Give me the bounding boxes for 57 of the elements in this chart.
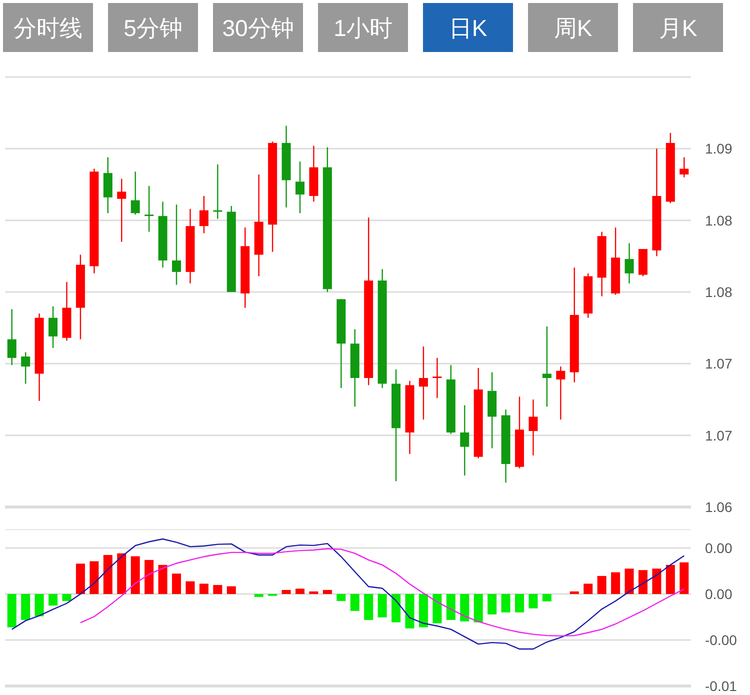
bar — [392, 594, 401, 622]
y-tick-label: 1.07 — [705, 427, 732, 444]
bar — [638, 570, 648, 594]
bar — [336, 594, 346, 601]
bar — [418, 594, 428, 628]
bar — [7, 594, 16, 628]
bar — [90, 561, 99, 594]
bar — [172, 574, 181, 594]
bar — [460, 594, 470, 622]
bar — [282, 590, 291, 594]
bar — [611, 572, 620, 594]
bar — [515, 594, 524, 612]
bar — [432, 594, 442, 624]
y-tick-label: 1.09 — [705, 140, 732, 157]
bar — [295, 588, 304, 594]
y-tick-label: 1.07 — [705, 356, 732, 372]
bar — [76, 564, 85, 594]
bar — [254, 594, 264, 597]
y-tick-label: -0.01 — [705, 678, 738, 694]
y-tick-label: 1.08 — [705, 212, 732, 228]
bar — [213, 584, 222, 594]
bar — [364, 594, 374, 620]
bar — [378, 594, 387, 618]
bar — [652, 568, 662, 594]
bar — [103, 554, 112, 594]
bar — [21, 594, 30, 620]
bar — [48, 594, 58, 606]
bar — [570, 591, 579, 594]
bar — [62, 594, 72, 601]
bar — [501, 594, 510, 612]
bar — [186, 581, 195, 594]
bar — [117, 553, 126, 594]
bar — [680, 562, 689, 594]
y-tick-label: -0.00 — [705, 632, 738, 648]
bar — [584, 584, 593, 594]
y-tick-label: 1.08 — [705, 284, 732, 300]
bar — [405, 594, 414, 628]
bar — [597, 576, 606, 594]
bar — [446, 594, 456, 620]
bar — [158, 564, 168, 594]
y-tick-label: 1.06 — [705, 499, 732, 515]
bar — [144, 560, 154, 594]
bar — [528, 594, 538, 608]
y-tick-label: 0.00 — [705, 540, 732, 556]
bar — [322, 590, 332, 594]
y-tick-label: 0.00 — [705, 586, 732, 602]
bar — [474, 594, 483, 622]
bar — [199, 584, 208, 594]
bar — [350, 594, 360, 611]
bar — [34, 594, 44, 616]
bar — [488, 594, 497, 614]
bar — [666, 564, 675, 594]
bar — [130, 556, 140, 594]
bar — [542, 594, 552, 602]
bar — [624, 568, 634, 594]
bar — [309, 591, 318, 594]
bar — [226, 586, 236, 594]
